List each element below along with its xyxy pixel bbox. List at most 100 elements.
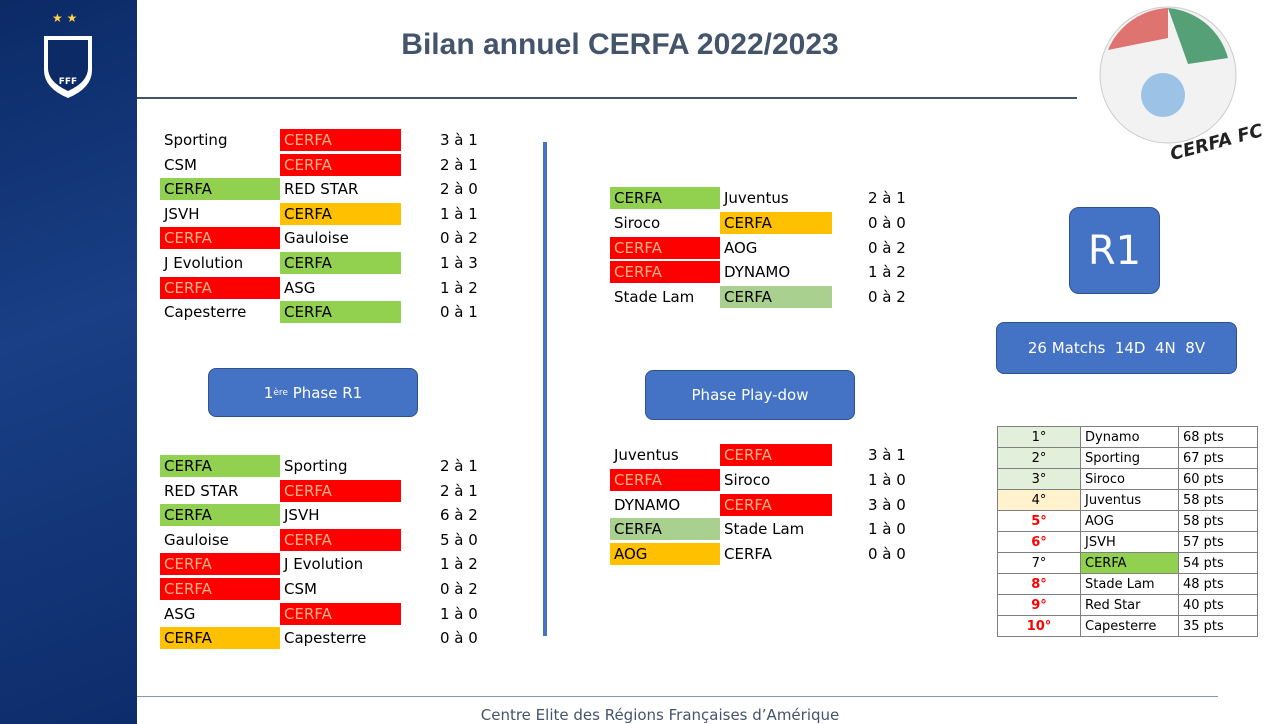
score: 0 à 0 xyxy=(868,213,906,232)
home-team: JSVH xyxy=(164,204,200,223)
home-team: RED STAR xyxy=(164,481,239,500)
rank: 1° xyxy=(997,426,1081,448)
away-team: Juventus xyxy=(724,189,789,207)
playdown-label: Phase Play-dow xyxy=(645,370,855,420)
home-team: CERFA xyxy=(160,178,280,201)
home-team: AOG xyxy=(610,543,720,566)
away-team: CERFA xyxy=(720,211,832,234)
logo-blue xyxy=(1141,73,1185,117)
home-team: CERFA xyxy=(160,578,280,600)
away-team: J Evolution xyxy=(284,555,364,574)
rank: 8° xyxy=(997,573,1081,595)
rank: 9° xyxy=(997,594,1081,616)
home-team: Gauloise xyxy=(164,530,229,549)
home-team: CERFA xyxy=(160,627,280,650)
away-team: RED STAR xyxy=(284,180,359,199)
away-team: CERFA xyxy=(280,528,401,551)
rank: 4° xyxy=(997,489,1081,511)
home-team: J Evolution xyxy=(164,254,244,272)
away-team: AOG xyxy=(724,238,758,257)
away-team: CERFA xyxy=(720,286,832,309)
away-team: Sporting xyxy=(284,457,348,475)
away-team: CERFA xyxy=(280,301,401,324)
phase1-label: 1 ère Phase R1 xyxy=(208,368,418,417)
score: 1 à 2 xyxy=(868,263,906,282)
points: 54 pts xyxy=(1178,552,1258,574)
home-team: Capesterre xyxy=(164,303,247,322)
label: Phase R1 xyxy=(292,383,363,402)
away-team: CSM xyxy=(284,580,317,598)
summary: 26 Matchs 14D 4N 8V xyxy=(996,322,1237,374)
star: ★ ★ xyxy=(52,11,77,25)
rank: 10° xyxy=(997,615,1081,637)
standing-row: 6° JSVH 57 pts xyxy=(997,531,1258,553)
team: Red Star xyxy=(1080,594,1179,616)
score: 2 à 1 xyxy=(440,155,478,174)
rank: 5° xyxy=(997,510,1081,532)
score: 0 à 2 xyxy=(868,238,906,257)
away-team: ASG xyxy=(284,278,316,297)
points: 67 pts xyxy=(1178,447,1258,469)
division-badge: R1 xyxy=(1069,207,1160,294)
score: 5 à 0 xyxy=(440,530,478,549)
team: Juventus xyxy=(1080,489,1179,511)
rank: 2° xyxy=(997,447,1081,469)
home-team: CERFA xyxy=(610,518,720,541)
home-team: CERFA xyxy=(610,187,720,209)
rank: 6° xyxy=(997,531,1081,553)
points: 60 pts xyxy=(1178,468,1258,490)
points: 58 pts xyxy=(1178,510,1258,532)
score: 3 à 1 xyxy=(868,446,906,464)
score: 3 à 1 xyxy=(440,131,478,149)
home-team: CSM xyxy=(164,155,197,174)
team: JSVH xyxy=(1080,531,1179,553)
points: 48 pts xyxy=(1178,573,1258,595)
footer-rule xyxy=(137,696,1218,697)
home-team: ASG xyxy=(164,604,196,623)
home-team: CERFA xyxy=(610,261,720,284)
home-team: CERFA xyxy=(160,504,280,527)
label-sup: ère xyxy=(273,387,288,398)
home-team: CERFA xyxy=(160,276,280,299)
score: 1 à 1 xyxy=(440,204,478,223)
title: Bilan annuel CERFA 2022/2023 xyxy=(401,28,839,61)
away-team: CERFA xyxy=(280,479,401,502)
team: Sporting xyxy=(1080,447,1179,469)
fff-logo: ★ ★ FFF xyxy=(44,11,92,98)
team: AOG xyxy=(1080,510,1179,532)
points: 40 pts xyxy=(1178,594,1258,616)
away-team: JSVH xyxy=(284,506,320,525)
away-team: CERFA xyxy=(720,444,832,466)
label: 1 xyxy=(263,383,274,402)
standing-row: 4° Juventus 58 pts xyxy=(997,489,1258,511)
standing-row: 9° Red Star 40 pts xyxy=(997,594,1258,616)
score: 6 à 2 xyxy=(440,506,478,525)
score: 1 à 3 xyxy=(440,254,478,272)
home-team: CERFA xyxy=(610,236,720,259)
away-team: CERFA xyxy=(280,153,401,176)
away-team: CERFA xyxy=(724,545,772,564)
home-team: CERFA xyxy=(160,227,280,250)
home-team: DYNAMO xyxy=(614,495,681,514)
sidebar: ★ ★ FFF xyxy=(0,0,137,724)
away-team: Stade Lam xyxy=(724,520,805,539)
rank: 3° xyxy=(997,468,1081,490)
score: 2 à 1 xyxy=(440,481,478,500)
home-team: CERFA xyxy=(160,553,280,576)
score: 1 à 2 xyxy=(440,555,478,574)
title-rule xyxy=(137,97,1077,99)
club-logo: CERFA FC xyxy=(1099,6,1266,165)
score: 0 à 2 xyxy=(868,288,906,307)
standing-row: 8° Stade Lam 48 pts xyxy=(997,573,1258,595)
standing-row: 3° Siroco 60 pts xyxy=(997,468,1258,490)
away-team: Siroco xyxy=(724,470,771,489)
score: 3 à 0 xyxy=(868,495,906,514)
team: Dynamo xyxy=(1080,426,1179,448)
home-team: Stade Lam xyxy=(614,288,695,307)
footer: Centre Elite des Régions Françaises d’Am… xyxy=(480,706,840,724)
score: 0 à 2 xyxy=(440,580,478,598)
score: 0 à 1 xyxy=(440,303,478,322)
standing-row: 2° Sporting 67 pts xyxy=(997,447,1258,469)
logo-red xyxy=(1108,8,1168,50)
